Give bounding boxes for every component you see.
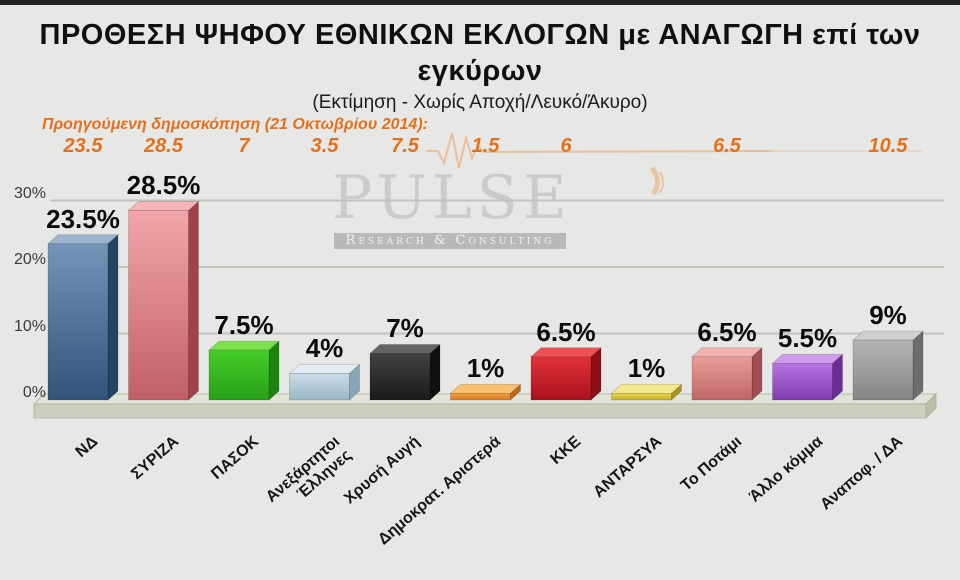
slide-top-border <box>0 0 960 5</box>
chart-floor-side <box>925 393 937 419</box>
ekg-line <box>426 132 773 169</box>
bar-front-3 <box>289 372 350 401</box>
bar-top-3 <box>288 363 361 374</box>
bar-side-0 <box>107 233 119 401</box>
watermark: PULSE Research & Consulting <box>332 166 568 249</box>
ekg-flame <box>649 166 660 196</box>
ekg-flame-echo <box>658 171 665 194</box>
bar-top-9 <box>771 354 844 364</box>
bar-front-9 <box>772 363 833 401</box>
bar-front-10 <box>852 339 914 401</box>
bar-side-10 <box>912 330 924 401</box>
bar-front-4 <box>369 353 431 401</box>
bar-top-7 <box>610 383 683 394</box>
chart-subtitle: (Εκτίμηση - Χωρίς Αποχή/Λευκό/Άκυρο) <box>312 92 648 113</box>
bar-front-6 <box>530 356 592 401</box>
bar-top-0 <box>46 234 120 245</box>
bar-top-4 <box>368 344 442 354</box>
chart-title: ΠΡΟΘΕΣΗ ΨΗΦΟΥ ΕΘΝΙΚΩΝ ΕΚΛΟΓΩΝ με ΑΝΑΓΩΓΗ… <box>0 17 960 89</box>
bar-top-10 <box>851 330 925 341</box>
bar-front-0 <box>47 243 109 401</box>
bar-top-8 <box>690 347 764 358</box>
chart-title-line2: εγκύρων <box>417 55 543 87</box>
bar-top-1 <box>127 201 200 211</box>
bar-front-7 <box>611 392 672 401</box>
bar-top-6 <box>529 347 603 358</box>
chart-title-line1: ΠΡΟΘΕΣΗ ΨΗΦΟΥ ΕΘΝΙΚΩΝ ΕΚΛΟΓΩΝ με ΑΝΑΓΩΓΗ… <box>39 19 921 51</box>
chart-floor-front <box>33 403 927 419</box>
previous-poll-caption: Προηγούμενη δημοσκόπηση (21 Οκτωβρίου 20… <box>42 116 428 133</box>
bar-top-2 <box>207 340 281 351</box>
watermark-logo-text: PULSE <box>332 163 572 233</box>
bar-front-2 <box>208 349 270 401</box>
bar-side-2 <box>268 340 280 401</box>
bar-front-5 <box>450 392 511 401</box>
bar-top-5 <box>449 383 522 394</box>
bar-side-4 <box>429 343 441 401</box>
bar-front-1 <box>128 210 189 401</box>
bar-side-1 <box>188 200 199 401</box>
bar-front-8 <box>691 356 753 401</box>
watermark-tagline: Research & Consulting <box>334 233 566 249</box>
